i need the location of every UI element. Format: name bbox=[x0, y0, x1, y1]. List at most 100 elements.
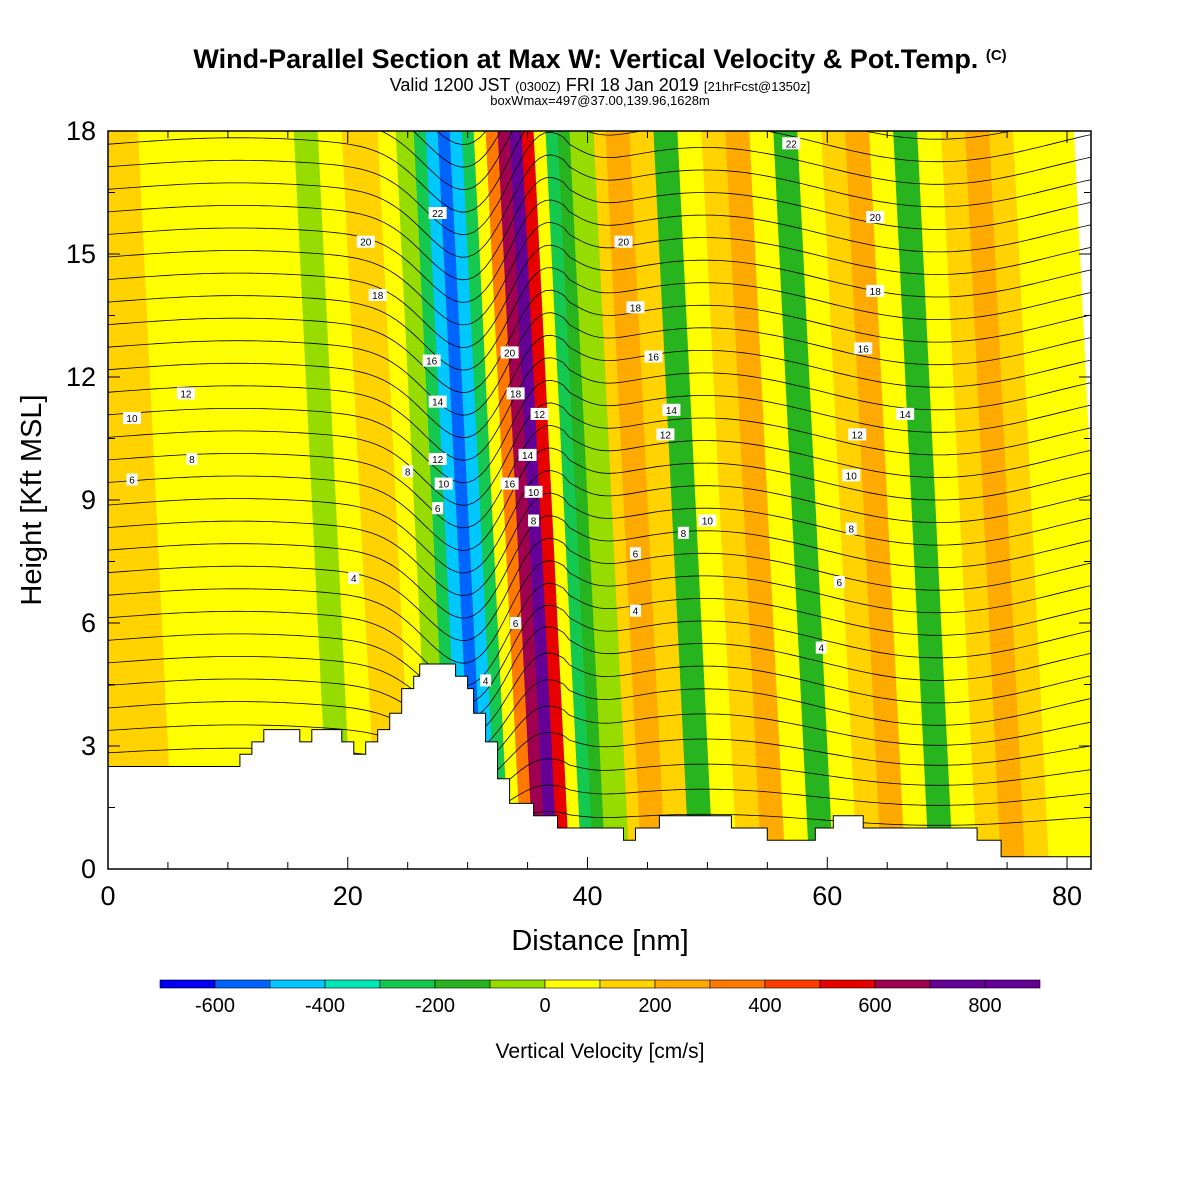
contour-label: 4 bbox=[815, 641, 827, 655]
contour-label: 10 bbox=[698, 514, 717, 528]
svg-text:16: 16 bbox=[858, 344, 870, 355]
colorbar-tick-label: -400 bbox=[305, 995, 345, 1017]
contour-label: 12 bbox=[656, 428, 675, 441]
velocity-band bbox=[437, 131, 487, 869]
contour-label: 16 bbox=[854, 342, 873, 355]
terrain bbox=[107, 663, 1092, 870]
colorbar-swatch bbox=[214, 979, 271, 989]
svg-text:12: 12 bbox=[660, 430, 672, 441]
svg-text:14: 14 bbox=[900, 410, 912, 421]
contour-label: 12 bbox=[176, 387, 195, 400]
svg-text:22: 22 bbox=[786, 139, 798, 150]
y-tick-label: 15 bbox=[66, 239, 96, 269]
contour-label: 10 bbox=[122, 412, 141, 425]
velocity-band bbox=[653, 131, 715, 869]
svg-text:18: 18 bbox=[870, 287, 882, 298]
contour-label: 10 bbox=[434, 477, 453, 491]
colorbar-tick-label: 600 bbox=[858, 995, 891, 1017]
svg-text:6: 6 bbox=[633, 549, 639, 560]
theta-contour bbox=[108, 537, 1091, 642]
svg-text:16: 16 bbox=[504, 480, 516, 491]
svg-text:8: 8 bbox=[405, 467, 411, 478]
svg-text:8: 8 bbox=[681, 529, 687, 540]
svg-text:6: 6 bbox=[836, 578, 842, 589]
svg-text:22: 22 bbox=[432, 209, 444, 220]
theta-contour bbox=[108, 131, 1091, 236]
theta-contour bbox=[108, 626, 1091, 721]
colorbar-swatch bbox=[324, 979, 381, 989]
theta-contour bbox=[108, 0, 1091, 32]
axes: 0 20 40 60 80 0 3 6 9 12 15 18 bbox=[66, 116, 1091, 911]
theta-contours bbox=[108, 0, 1091, 835]
contour-label: 8 bbox=[186, 453, 198, 466]
theta-contour bbox=[108, 131, 1091, 213]
theta-contour bbox=[108, 267, 1091, 371]
y-tick-label: 9 bbox=[81, 485, 96, 515]
colorbar-swatch bbox=[434, 979, 491, 989]
velocity-band bbox=[725, 131, 787, 869]
velocity-band bbox=[569, 131, 631, 869]
contour-label: 4 bbox=[629, 604, 641, 618]
colorbar-swatch bbox=[269, 979, 326, 989]
theta-contour bbox=[108, 20, 1091, 122]
contour-label: 8 bbox=[845, 522, 857, 536]
velocity-band bbox=[749, 131, 811, 869]
contour-label: 12 bbox=[530, 407, 549, 421]
contour-label: 14 bbox=[662, 403, 681, 417]
svg-text:14: 14 bbox=[522, 451, 534, 462]
theta-contour bbox=[108, 0, 1091, 54]
colorbar-tick-label: 200 bbox=[638, 995, 671, 1017]
colorbar-swatch bbox=[599, 979, 656, 989]
theta-contour bbox=[108, 334, 1091, 439]
chart-title: Wind-Parallel Section at Max W: Vertical… bbox=[193, 44, 1007, 74]
svg-text:10: 10 bbox=[438, 480, 450, 491]
contour-label: 20 bbox=[356, 235, 375, 249]
theta-contour bbox=[108, 154, 1091, 258]
velocity-band bbox=[941, 131, 1003, 869]
theta-contour bbox=[108, 560, 1091, 664]
contour-label: 14 bbox=[896, 407, 915, 421]
contour-label: 12 bbox=[428, 453, 447, 466]
contour-label: 14 bbox=[428, 395, 447, 409]
velocity-band bbox=[473, 131, 523, 869]
velocity-band bbox=[269, 131, 331, 869]
theta-contour bbox=[108, 604, 1091, 705]
svg-text:18: 18 bbox=[630, 303, 642, 314]
svg-text:8: 8 bbox=[848, 525, 854, 536]
x-axis-label: Distance [nm] bbox=[511, 925, 688, 957]
velocity-band bbox=[677, 131, 739, 869]
theta-contour bbox=[108, 705, 1091, 771]
theta-contour bbox=[108, 492, 1091, 596]
theta-contour bbox=[108, 0, 1091, 99]
y-tick-label: 6 bbox=[81, 608, 96, 638]
colorbar-tick-label: 800 bbox=[968, 995, 1001, 1017]
svg-text:4: 4 bbox=[818, 644, 824, 655]
colorbar-tick-label: -200 bbox=[415, 995, 455, 1017]
theta-contour bbox=[108, 679, 1091, 755]
contour-label: 16 bbox=[422, 354, 441, 368]
contour-label: 18 bbox=[626, 301, 645, 314]
contour-label: 6 bbox=[126, 473, 138, 487]
theta-contour bbox=[108, 652, 1091, 738]
y-tick-label: 18 bbox=[66, 116, 96, 146]
theta-contour bbox=[108, 0, 1091, 77]
colorbar-swatch bbox=[984, 979, 1041, 989]
contour-label: 14 bbox=[518, 448, 537, 462]
svg-text:20: 20 bbox=[360, 238, 372, 249]
y-tick-label: 3 bbox=[81, 731, 96, 761]
svg-text:6: 6 bbox=[129, 476, 135, 487]
theta-contour bbox=[108, 447, 1091, 551]
velocity-band bbox=[185, 131, 271, 869]
svg-text:8: 8 bbox=[189, 455, 195, 466]
svg-text:20: 20 bbox=[870, 213, 882, 224]
theta-contour bbox=[108, 425, 1091, 529]
contour-label: 18 bbox=[506, 387, 525, 400]
x-tick-label: 80 bbox=[1052, 881, 1082, 911]
velocity-band bbox=[317, 131, 379, 869]
velocity-band bbox=[533, 131, 583, 869]
contour-label: 6 bbox=[432, 502, 444, 515]
svg-text:18: 18 bbox=[372, 291, 384, 302]
contour-label: 10 bbox=[524, 485, 543, 499]
colorbar-label: Vertical Velocity [cm/s] bbox=[496, 1040, 705, 1063]
velocity-band bbox=[1013, 131, 1075, 869]
